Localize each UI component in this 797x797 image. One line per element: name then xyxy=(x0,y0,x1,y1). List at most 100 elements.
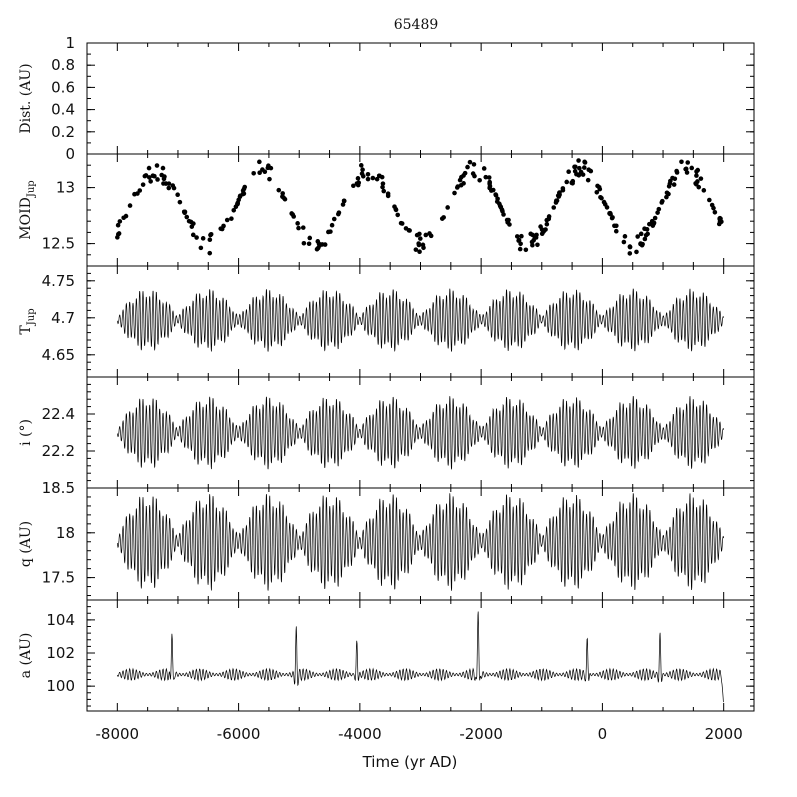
moid-point xyxy=(674,170,680,175)
y-axis-label: Dist. (AU) xyxy=(18,63,34,133)
moid-point xyxy=(609,215,615,221)
moid-point xyxy=(535,242,540,248)
moid-point xyxy=(341,198,347,204)
x-tick-label: 2000 xyxy=(705,725,743,743)
x-tick-label: -6000 xyxy=(217,725,261,743)
moid-point xyxy=(208,231,214,237)
moid-point xyxy=(638,231,644,237)
moid-point xyxy=(385,191,391,197)
y-tick-label: 0.6 xyxy=(51,78,75,96)
moid-point xyxy=(420,242,426,248)
moid-point xyxy=(331,216,337,222)
moid-point xyxy=(355,176,361,181)
moid-point xyxy=(161,176,167,182)
y-tick-label: 22.4 xyxy=(42,405,75,423)
y-tick-label: 100 xyxy=(46,677,75,695)
moid-point xyxy=(159,172,165,178)
moid-point xyxy=(117,219,123,224)
moid-point xyxy=(418,236,423,241)
moid-point xyxy=(518,241,523,247)
moid-point xyxy=(585,177,591,183)
moid-point xyxy=(582,165,587,170)
moid-point xyxy=(393,207,399,213)
moid-point xyxy=(566,169,571,175)
y-tick-label: 0 xyxy=(65,145,75,163)
moid-point xyxy=(694,169,699,174)
q-line xyxy=(116,493,724,591)
moid-point xyxy=(428,233,434,239)
moid-point xyxy=(360,167,365,173)
moid-point xyxy=(416,241,421,246)
ticks-layer xyxy=(87,42,754,711)
moid-point xyxy=(115,231,121,237)
moid-point xyxy=(672,176,678,182)
moid-point xyxy=(229,216,234,221)
x-tick-label: 0 xyxy=(598,725,608,743)
moid-point xyxy=(490,187,496,193)
moid-point xyxy=(329,222,335,228)
moid-point xyxy=(613,228,619,234)
y-tick-label: 22.2 xyxy=(42,442,75,460)
moid-point xyxy=(417,249,422,255)
moid-point xyxy=(317,243,322,248)
moid-point xyxy=(588,168,594,174)
moid-point xyxy=(414,232,420,238)
moid-point xyxy=(115,222,121,228)
moid-point xyxy=(351,183,356,189)
moid-point xyxy=(694,173,699,178)
moid-point xyxy=(356,180,362,186)
moid-point xyxy=(374,176,380,182)
moid-point xyxy=(296,225,301,231)
y-tick-label: 4.7 xyxy=(51,309,75,327)
moid-point xyxy=(445,205,450,210)
moid-point xyxy=(423,232,429,238)
moid-point xyxy=(645,231,650,237)
moid-point xyxy=(483,174,489,180)
moid-point xyxy=(486,175,492,180)
moid-point xyxy=(370,175,376,181)
moid-point xyxy=(659,200,665,205)
moid-point xyxy=(685,160,691,165)
moid-point xyxy=(251,170,256,176)
moid-point xyxy=(679,159,684,165)
moid-point xyxy=(452,190,457,196)
moid-point xyxy=(154,163,160,168)
y-tick-label: 13 xyxy=(56,179,75,197)
moid-point xyxy=(458,182,464,188)
y-axis-label: q (AU) xyxy=(18,521,34,567)
moid-point xyxy=(493,192,499,198)
moid-point xyxy=(380,184,385,190)
moid-point xyxy=(282,196,288,202)
moid-point xyxy=(487,183,493,189)
moid-point xyxy=(481,166,487,171)
tjup-line xyxy=(116,288,724,353)
moid-point xyxy=(242,184,248,190)
moid-point xyxy=(467,159,473,165)
moid-point xyxy=(182,209,188,215)
moid-point xyxy=(398,220,404,226)
moid-point xyxy=(612,223,617,229)
moid-point xyxy=(207,250,213,256)
moid-point xyxy=(380,181,386,186)
moid-point xyxy=(155,177,160,182)
moid-point xyxy=(307,235,313,241)
moid-point xyxy=(655,210,660,215)
moid-point xyxy=(546,214,552,219)
moid-point xyxy=(194,235,199,240)
moid-point xyxy=(572,164,577,170)
moid-point xyxy=(635,234,640,239)
moid-point xyxy=(148,179,153,184)
moid-point xyxy=(664,190,670,196)
moid-point xyxy=(257,159,262,165)
moid-point xyxy=(621,239,627,245)
y-tick-label: 102 xyxy=(46,644,75,662)
moid-point xyxy=(707,197,712,203)
moid-point xyxy=(235,201,240,207)
y-tick-label: 18 xyxy=(56,524,75,542)
y-tick-label: 12.5 xyxy=(42,235,75,253)
moid-point xyxy=(267,176,272,182)
moid-point xyxy=(718,216,723,222)
moid-point xyxy=(198,245,204,251)
moid-point xyxy=(523,247,529,253)
moid-point xyxy=(471,162,477,167)
